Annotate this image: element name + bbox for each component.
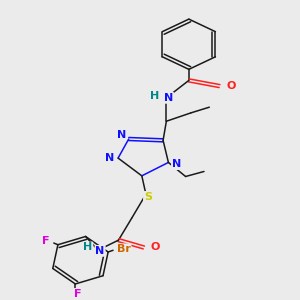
Text: Br: Br [117, 244, 130, 254]
Text: F: F [74, 289, 81, 299]
Text: N: N [105, 153, 115, 163]
Text: O: O [226, 81, 236, 91]
Text: N: N [172, 159, 181, 169]
Text: S: S [144, 192, 152, 202]
Text: N: N [117, 130, 126, 140]
Text: N: N [164, 93, 173, 103]
Text: H: H [150, 91, 160, 101]
Text: F: F [42, 236, 50, 246]
Text: N: N [95, 246, 105, 256]
Text: H: H [83, 242, 92, 253]
Text: O: O [151, 242, 160, 253]
